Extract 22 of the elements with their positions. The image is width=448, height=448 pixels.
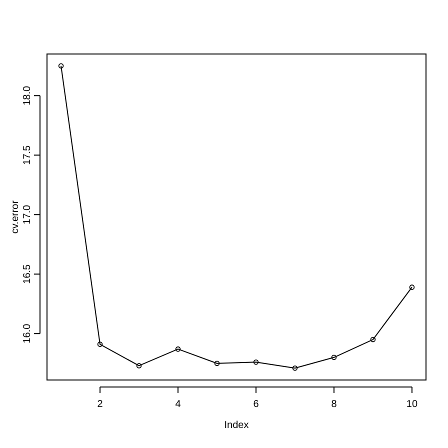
point	[136, 363, 142, 368]
y-axis-title: cv.error	[10, 200, 21, 234]
point	[253, 360, 259, 365]
x-tick-label: 10	[406, 399, 418, 410]
point	[58, 63, 64, 69]
point	[97, 342, 103, 347]
x-axis-title: Index	[224, 420, 249, 431]
y-tick-label: 18.0	[22, 85, 33, 106]
x-tick-label: 8	[331, 399, 338, 410]
point	[370, 336, 376, 342]
y-tick-label: 17.0	[22, 204, 33, 224]
point	[214, 360, 220, 366]
point	[292, 365, 298, 371]
y-tick-label: 16.5	[22, 264, 33, 284]
point	[331, 354, 337, 360]
x-tick-label: 2	[97, 399, 104, 410]
y-tick-label: 17.5	[22, 144, 33, 165]
x-tick-label: 4	[175, 399, 182, 410]
point	[409, 284, 415, 290]
point	[175, 346, 181, 352]
x-tick-label: 6	[253, 399, 260, 410]
y-tick-label: 16.0	[22, 323, 33, 344]
